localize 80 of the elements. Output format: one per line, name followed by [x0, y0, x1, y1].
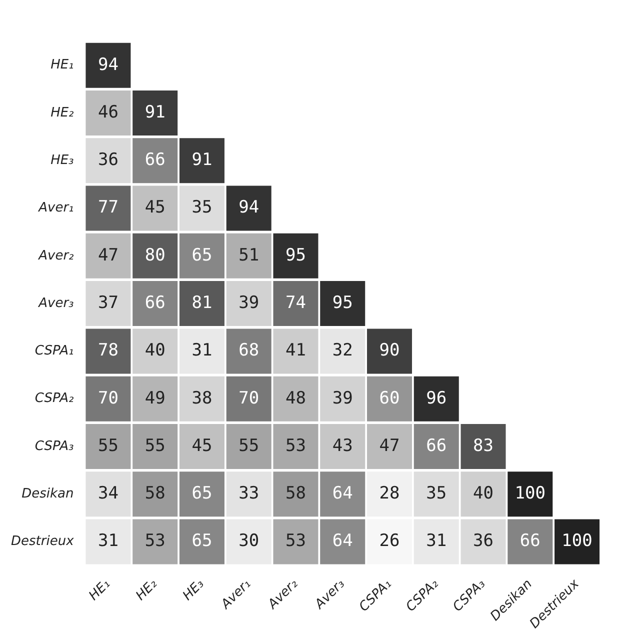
data-label: 53 — [285, 531, 306, 552]
data-label: 34 — [98, 484, 118, 504]
data-label: 58 — [144, 484, 166, 504]
data-label: 35 — [426, 484, 447, 504]
data-label: 49 — [144, 388, 166, 408]
data-label: 31 — [98, 531, 118, 552]
x-tick-label: HE₂ — [133, 576, 160, 604]
data-label: 37 — [98, 292, 118, 313]
data-label: 70 — [98, 388, 118, 408]
data-label: 66 — [520, 531, 540, 552]
data-label: 40 — [473, 484, 494, 504]
data-label: 41 — [285, 340, 306, 361]
data-label: 43 — [332, 436, 353, 456]
data-label: 55 — [98, 436, 118, 456]
y-tick-label: CSPA₁ — [34, 344, 74, 359]
data-label: 65 — [192, 531, 212, 552]
y-tick-label: Destrieux — [11, 534, 74, 550]
data-label: 58 — [285, 484, 306, 504]
data-label: 91 — [144, 102, 166, 122]
y-tick-label: Aver₂ — [38, 248, 74, 264]
data-label: 65 — [192, 245, 212, 266]
y-tick-label: HE₂ — [50, 105, 74, 120]
data-label: 80 — [144, 245, 166, 266]
data-label: 74 — [285, 292, 306, 313]
data-label: 48 — [285, 388, 306, 408]
data-label: 55 — [144, 436, 166, 456]
data-label: 45 — [144, 198, 166, 218]
y-tick-label: HE₁ — [50, 58, 74, 73]
data-label: 96 — [426, 388, 447, 408]
data-label: 32 — [332, 340, 353, 361]
data-label: 28 — [379, 484, 400, 504]
data-label: 81 — [192, 292, 212, 313]
y-tick-label: Aver₃ — [38, 296, 74, 311]
data-label: 46 — [98, 102, 118, 122]
data-label: 68 — [238, 340, 260, 361]
data-label: 70 — [238, 388, 260, 408]
data-label: 51 — [238, 245, 260, 266]
data-label: 35 — [192, 198, 212, 218]
data-label: 33 — [238, 484, 260, 504]
data-label: 64 — [332, 484, 353, 504]
y-tick-label: CSPA₃ — [34, 438, 74, 454]
data-label: 47 — [379, 436, 400, 456]
data-label: 26 — [379, 531, 400, 552]
data-label: 60 — [379, 388, 400, 408]
data-label: 95 — [332, 292, 353, 313]
y-tick-label: CSPA₂ — [34, 391, 74, 406]
data-label: 40 — [144, 340, 166, 361]
data-label: 30 — [238, 531, 260, 552]
data-label: 64 — [332, 531, 353, 552]
data-label: 36 — [98, 150, 118, 170]
y-tick-label: Aver₁ — [38, 200, 74, 216]
data-label: 90 — [379, 340, 400, 361]
data-label: 53 — [285, 436, 306, 456]
data-label: 66 — [426, 436, 447, 456]
data-label: 83 — [473, 436, 494, 456]
x-tick-label: HE₁ — [86, 576, 114, 604]
data-label: 77 — [98, 198, 118, 218]
data-label: 66 — [144, 150, 166, 170]
data-label: 91 — [192, 150, 212, 170]
data-label: 66 — [144, 292, 166, 313]
data-label: 100 — [562, 531, 592, 552]
data-label: 65 — [192, 484, 212, 504]
data-label: 94 — [98, 54, 118, 75]
data-label: 45 — [192, 436, 212, 456]
x-tick-label: HE₃ — [180, 576, 208, 604]
data-label: 36 — [473, 531, 494, 552]
data-label: 95 — [285, 245, 306, 266]
data-label: 38 — [192, 388, 212, 408]
data-label: 55 — [238, 436, 260, 456]
data-label: 78 — [98, 340, 118, 361]
data-label: 100 — [514, 484, 546, 504]
y-tick-label: Desikan — [22, 486, 74, 502]
data-label: 39 — [332, 388, 353, 408]
data-label: 31 — [192, 340, 212, 361]
data-label: 39 — [238, 292, 260, 313]
data-label: 47 — [98, 245, 118, 266]
data-label: 53 — [144, 531, 166, 552]
data-label: 94 — [238, 198, 260, 218]
data-label: 31 — [426, 531, 447, 552]
y-tick-label: HE₃ — [50, 153, 74, 168]
